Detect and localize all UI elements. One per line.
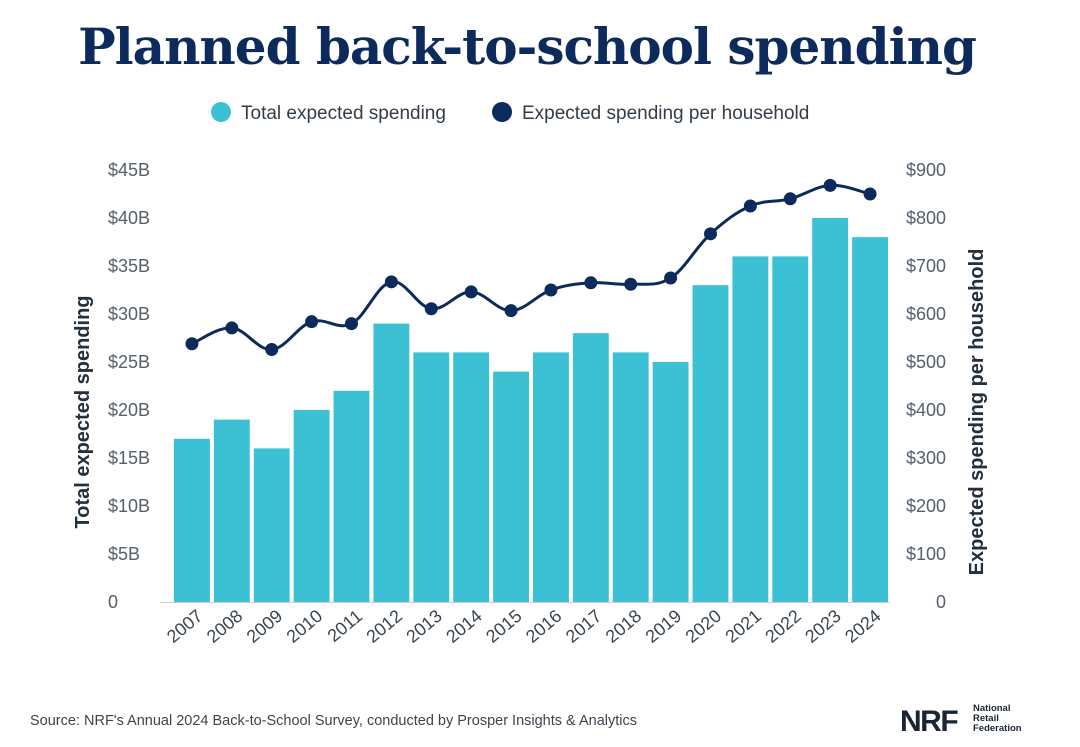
left-tick-label: $25B	[108, 352, 150, 372]
data-point	[863, 187, 877, 201]
x-tick-label: 2023	[801, 606, 845, 647]
x-tick-label: 2019	[642, 606, 686, 647]
data-point	[225, 321, 239, 335]
x-tick-label: 2010	[283, 606, 327, 647]
data-point	[424, 302, 438, 316]
bar	[213, 419, 250, 602]
right-axis-title: Expected spending per household	[966, 249, 988, 576]
legend: Total expected spending Expected spendin…	[211, 102, 809, 124]
x-tick-label: 2008	[203, 606, 247, 647]
bar-series	[174, 218, 888, 602]
x-tick-label: 2011	[324, 606, 367, 646]
x-tick-label: 2022	[761, 606, 805, 647]
left-tick-label: $40B	[108, 208, 150, 228]
data-point	[624, 277, 638, 291]
bar	[413, 352, 450, 602]
logo-line-1: National	[973, 703, 1010, 714]
x-tick-label: 2013	[402, 606, 446, 647]
bar	[493, 371, 529, 602]
data-point	[265, 343, 279, 357]
chart-title: Planned back-to-school spending	[78, 17, 976, 76]
right-tick-label: $500	[906, 352, 946, 372]
right-axis-ticks: 0 $100 $200 $300 $400 $500 $600 $700 $800 $900	[906, 160, 946, 612]
bar	[572, 333, 609, 602]
right-tick-label: $700	[906, 256, 946, 276]
per-household-line	[191, 183, 871, 352]
left-tick-label: $5B	[108, 544, 140, 564]
x-tick-label: 2024	[841, 606, 885, 647]
source-note: Source: NRF's Annual 2024 Back-to-School…	[30, 713, 637, 729]
bar	[253, 448, 290, 602]
data-point	[504, 304, 518, 318]
x-tick-label: 2017	[562, 606, 606, 647]
nrf-logo: NRF National Retail Federation	[900, 703, 1022, 738]
data-point	[345, 317, 358, 331]
left-axis-ticks: 0 $5B $10B $15B $20B $25B $30B $35B $40B $45B	[108, 160, 150, 612]
right-tick-label: $800	[906, 208, 946, 228]
bar	[293, 410, 330, 602]
bar	[174, 438, 210, 602]
bar	[612, 352, 649, 602]
left-tick-label: $20B	[108, 400, 150, 420]
left-axis-title: Total expected spending	[72, 296, 94, 529]
bar	[852, 237, 888, 602]
data-point	[743, 199, 757, 213]
per-household-points	[185, 178, 877, 357]
x-tick-label: 2015	[482, 606, 526, 647]
x-tick-label: 2009	[243, 606, 287, 647]
bar	[732, 256, 769, 602]
logo-line-3: Federation	[973, 723, 1022, 734]
right-tick-label: $900	[906, 160, 946, 180]
legend-label-per-household: Expected spending per household	[522, 103, 809, 124]
logo-line-2: Retail	[973, 713, 999, 724]
x-axis-ticks: 2007200820092010201120122013201420152016…	[163, 606, 885, 647]
left-tick-label: $15B	[108, 448, 150, 468]
x-tick-label: 2016	[522, 606, 566, 647]
legend-label-total: Total expected spending	[241, 103, 446, 124]
bar	[812, 218, 849, 602]
data-point	[305, 315, 319, 329]
data-point	[584, 276, 598, 290]
data-point	[664, 271, 678, 285]
x-tick-label: 2007	[163, 606, 207, 647]
bar	[533, 352, 569, 602]
bar	[692, 285, 729, 602]
x-tick-label: 2012	[362, 606, 406, 647]
data-point	[783, 192, 797, 206]
bar	[453, 352, 490, 602]
right-tick-label: 0	[936, 592, 946, 612]
right-tick-label: $200	[906, 496, 946, 516]
left-tick-label: $30B	[108, 304, 150, 324]
data-point	[384, 275, 398, 289]
legend-swatch-total	[211, 102, 231, 122]
data-point	[464, 285, 478, 299]
left-tick-label: 0	[108, 592, 118, 612]
data-point	[823, 178, 837, 192]
legend-swatch-per-household	[492, 102, 512, 122]
left-tick-label: $10B	[108, 496, 150, 516]
right-tick-label: $400	[906, 400, 946, 420]
left-tick-label: $45B	[108, 160, 150, 180]
bar	[772, 256, 809, 602]
right-tick-label: $100	[906, 544, 946, 564]
right-tick-label: $300	[906, 448, 946, 468]
x-tick-label: 2020	[682, 606, 726, 647]
bar	[333, 390, 370, 602]
data-point	[544, 283, 558, 297]
bar	[373, 323, 410, 602]
data-point	[704, 227, 717, 241]
left-tick-label: $35B	[108, 256, 150, 276]
logo-mark: NRF	[900, 705, 958, 738]
x-tick-label: 2021	[721, 606, 765, 647]
x-tick-label: 2018	[602, 606, 646, 647]
data-point	[185, 337, 199, 351]
bar	[652, 362, 689, 602]
x-tick-label: 2014	[442, 606, 486, 647]
right-tick-label: $600	[906, 304, 946, 324]
